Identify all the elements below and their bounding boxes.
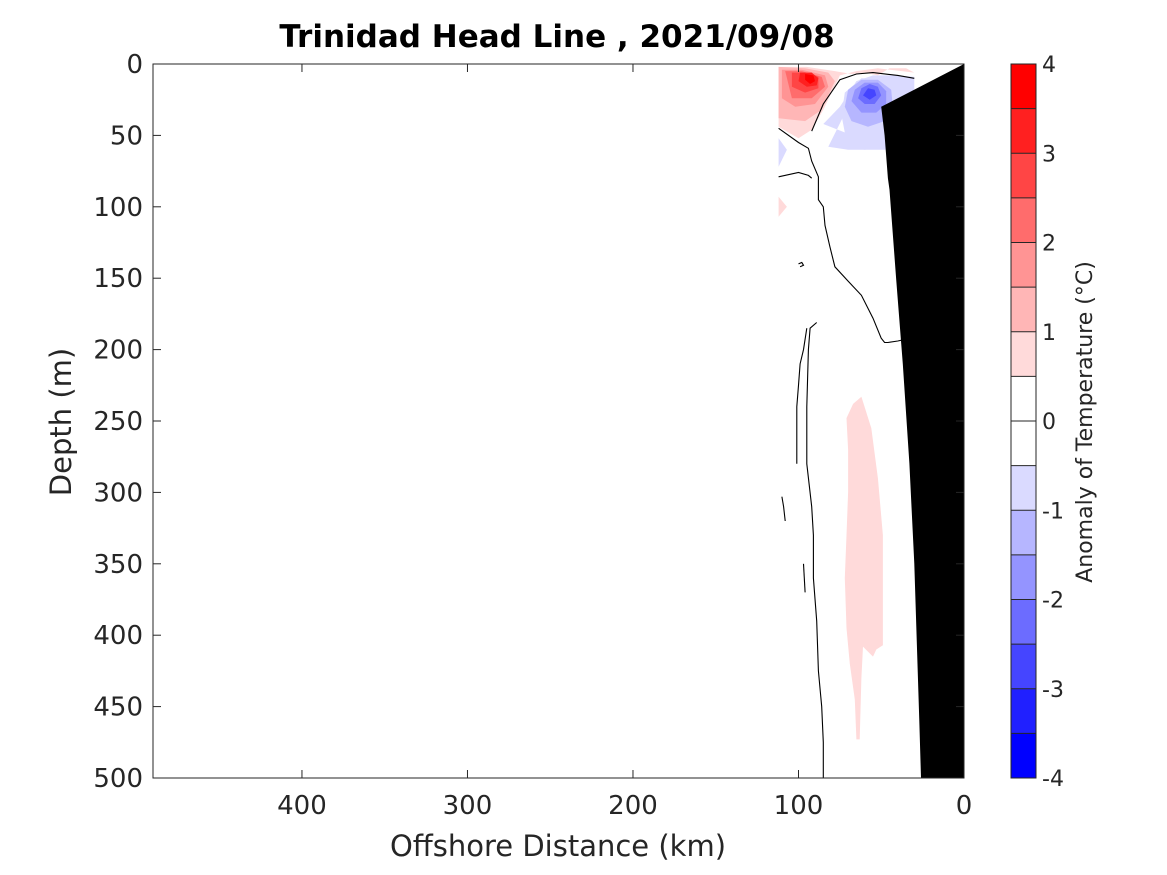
colorbar-swatch xyxy=(1011,197,1036,243)
colorbar-tick-label: 2 xyxy=(1042,232,1056,257)
anomaly-fills xyxy=(778,66,915,740)
y-axis-label: Depth (m) xyxy=(44,348,78,496)
y-tick-label: 100 xyxy=(93,193,143,223)
colorbar-tick-label: 4 xyxy=(1042,53,1056,78)
y-tick-label: 200 xyxy=(93,336,143,366)
y-tick-label: 450 xyxy=(93,693,143,723)
zero-contour-line xyxy=(811,72,915,132)
zero-contour-line xyxy=(802,563,806,593)
zero-contour-line xyxy=(798,261,805,268)
colorbar-swatch xyxy=(1011,554,1036,600)
colorbar-swatch xyxy=(1011,510,1036,556)
x-tick-label: 100 xyxy=(774,791,824,821)
colorbar-tick-label: 0 xyxy=(1042,410,1056,435)
colorbar-tick-label: -4 xyxy=(1042,767,1064,792)
colorbar-tick-label: 3 xyxy=(1042,142,1056,167)
colorbar-swatch xyxy=(1011,599,1036,645)
zero-contour-line xyxy=(778,127,915,344)
colorbar-swatch xyxy=(1011,733,1036,779)
colorbar-swatch xyxy=(1011,242,1036,288)
colorbar-swatch xyxy=(1011,64,1036,110)
anomaly-region xyxy=(778,196,787,217)
colorbar-tick-label: -2 xyxy=(1042,589,1064,614)
x-tick-label: 400 xyxy=(277,791,327,821)
y-tick-label: 0 xyxy=(126,50,143,80)
colorbar-swatch xyxy=(1011,688,1036,734)
colorbar-label: Anomaly of Temperature (°C) xyxy=(1073,261,1098,583)
seafloor-shape xyxy=(881,64,964,778)
colorbar-swatch xyxy=(1011,331,1036,377)
y-tick-label: 300 xyxy=(93,478,143,508)
zero-contour-line xyxy=(781,496,786,522)
zero-contour-line xyxy=(806,322,824,778)
anomaly-region xyxy=(863,88,877,100)
zero-contour-line xyxy=(778,171,813,179)
colorbar-swatch xyxy=(1011,376,1036,422)
y-tick-label: 150 xyxy=(93,264,143,294)
y-axis-ticks: 0 50 100 150 200 250 300 350 400 450 500 xyxy=(93,50,964,794)
colorbar-swatch xyxy=(1011,153,1036,199)
colorbar-swatch xyxy=(1011,421,1036,467)
y-tick-label: 350 xyxy=(93,550,143,580)
colorbar-swatch xyxy=(1011,287,1036,333)
y-tick-label: 250 xyxy=(93,407,143,437)
anomaly-region xyxy=(844,396,883,740)
colorbar-tick-label: -3 xyxy=(1042,678,1064,703)
colorbar-tick-label: -1 xyxy=(1042,499,1064,524)
colorbar-frame xyxy=(1010,63,1037,779)
anomaly-region xyxy=(805,74,815,84)
anomaly-region xyxy=(778,138,787,167)
chart-title: Trinidad Head Line , 2021/09/08 xyxy=(279,19,834,55)
colorbar-swatch xyxy=(1011,465,1036,511)
y-tick-label: 400 xyxy=(93,621,143,651)
x-tick-label: 200 xyxy=(608,791,658,821)
plot-area xyxy=(153,64,964,778)
zero-contours xyxy=(778,72,915,778)
x-tick-label: 300 xyxy=(443,791,493,821)
colorbar-swatch xyxy=(1011,644,1036,690)
x-axis-label: Offshore Distance (km) xyxy=(390,829,726,863)
y-tick-label: 500 xyxy=(93,764,143,794)
zero-contour-line xyxy=(796,328,808,464)
y-tick-label: 50 xyxy=(110,121,143,151)
colorbar-tick-label: 1 xyxy=(1042,321,1056,346)
bathymetry xyxy=(881,64,964,778)
plot-background xyxy=(153,64,964,778)
x-tick-label: 0 xyxy=(956,791,973,821)
colorbar-swatch xyxy=(1011,108,1036,154)
colorbar: 4 3 2 1 0 -1 -2 -3 -4 xyxy=(1010,53,1064,792)
x-axis-ticks: 400 300 200 100 0 xyxy=(277,64,972,821)
